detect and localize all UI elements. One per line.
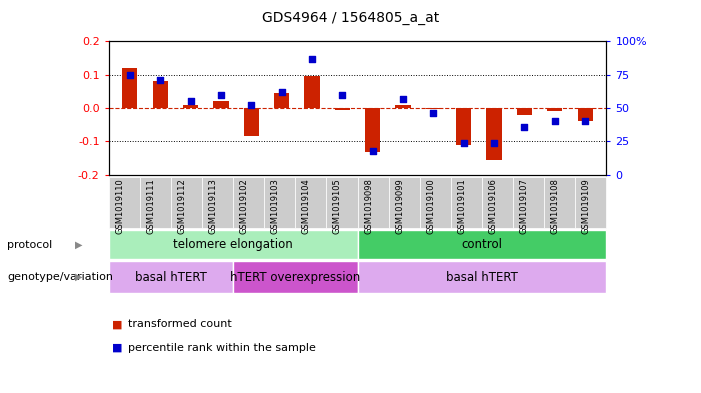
Bar [395,105,411,108]
Text: GSM1019103: GSM1019103 [271,178,280,234]
Point [428,110,439,117]
Text: GSM1019113: GSM1019113 [208,178,217,234]
Point [367,148,379,154]
Text: hTERT overexpression: hTERT overexpression [230,270,360,284]
Bar [304,76,320,108]
Text: GSM1019102: GSM1019102 [240,178,249,234]
Bar [335,108,350,110]
Text: GSM1019106: GSM1019106 [489,178,498,234]
Point [215,92,226,98]
Text: control: control [461,238,503,251]
Text: protocol: protocol [7,240,53,250]
Text: basal hTERT: basal hTERT [446,270,518,284]
Bar [244,108,259,136]
Text: transformed count: transformed count [128,319,231,329]
Text: GSM1019105: GSM1019105 [333,178,342,234]
Text: ▶: ▶ [75,272,83,282]
Point [489,140,500,146]
Text: ▶: ▶ [75,240,83,250]
Text: GSM1019104: GSM1019104 [302,178,311,234]
Point [519,124,530,130]
Point [306,55,318,62]
Bar [122,68,137,108]
Bar [426,108,441,109]
Text: GSM1019109: GSM1019109 [582,178,591,234]
Text: GSM1019107: GSM1019107 [519,178,529,234]
Point [245,102,257,108]
Bar [274,93,290,108]
Text: genotype/variation: genotype/variation [7,272,113,282]
Point [155,77,166,83]
Text: GSM1019101: GSM1019101 [457,178,466,234]
Bar [213,101,229,108]
Text: GSM1019098: GSM1019098 [364,178,373,234]
Text: percentile rank within the sample: percentile rank within the sample [128,343,315,353]
Text: telomere elongation: telomere elongation [173,238,293,251]
Text: GDS4964 / 1564805_a_at: GDS4964 / 1564805_a_at [262,11,439,25]
Text: GSM1019108: GSM1019108 [551,178,559,234]
Bar [365,108,380,151]
Bar [183,105,198,108]
Text: basal hTERT: basal hTERT [135,270,207,284]
Bar [578,108,593,121]
Bar [517,108,532,115]
Bar [153,81,168,108]
Text: ■: ■ [112,343,123,353]
Point [124,72,135,78]
Bar [456,108,471,145]
Point [336,92,348,98]
Point [549,118,560,125]
Bar [486,108,502,160]
Point [397,95,409,102]
Bar [547,108,562,112]
Text: ■: ■ [112,319,123,329]
Point [276,89,287,95]
Text: GSM1019100: GSM1019100 [426,178,435,234]
Text: GSM1019099: GSM1019099 [395,178,404,234]
Text: GSM1019111: GSM1019111 [147,178,156,234]
Point [458,140,470,146]
Text: GSM1019110: GSM1019110 [115,178,124,234]
Point [580,118,591,125]
Text: GSM1019112: GSM1019112 [177,178,186,234]
Point [185,98,196,105]
